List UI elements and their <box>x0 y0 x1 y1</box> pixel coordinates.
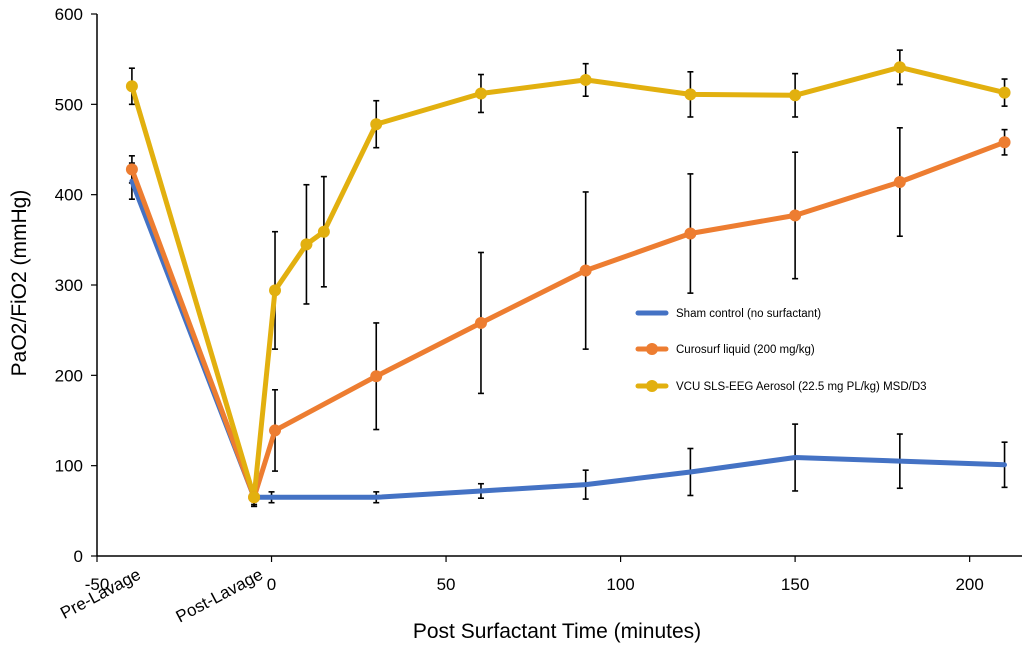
data-point <box>893 61 906 74</box>
series-line <box>129 178 1007 500</box>
category-label: Pre-Lavage <box>57 565 144 623</box>
data-point <box>125 80 138 93</box>
data-point <box>893 176 906 189</box>
series-line <box>129 64 1007 500</box>
data-point <box>370 370 383 383</box>
data-point <box>474 87 487 100</box>
y-tick-label: 300 <box>55 276 83 295</box>
data-point <box>370 118 383 131</box>
legend: Sham control (no surfactant) Curosurf liq… <box>635 308 927 393</box>
category-label: Post-Lavage <box>173 565 266 627</box>
data-point <box>248 491 261 504</box>
x-tick-label: 150 <box>781 575 809 594</box>
x-tick-label: 100 <box>606 575 634 594</box>
data-point <box>269 284 282 297</box>
data-point <box>579 264 592 277</box>
x-tick-label: -50 <box>85 575 110 594</box>
legend-label: Sham control (no surfactant) <box>676 308 821 320</box>
x-tick-label: 50 <box>437 575 456 594</box>
data-point <box>300 238 313 251</box>
data-point <box>998 86 1011 99</box>
x-axis-title: Post Surfactant Time (minutes) <box>413 620 701 643</box>
x-tick-label: 0 <box>267 575 276 594</box>
y-tick-label: 500 <box>55 95 83 114</box>
y-tick-label: 0 <box>74 547 83 566</box>
legend-label: VCU SLS-EEG Aerosol (22.5 mg PL/kg) MSD/… <box>676 381 927 393</box>
data-point <box>998 136 1011 149</box>
y-axis-title: PaO2/FiO2 (mmHg) <box>8 190 31 377</box>
data-point <box>789 209 802 222</box>
legend-label: Curosurf liquid (200 mg/kg) <box>676 344 815 356</box>
data-point <box>684 88 697 101</box>
data-point <box>684 227 697 240</box>
series-line <box>129 139 1007 500</box>
series-lines <box>129 64 1007 500</box>
y-tick-label: 600 <box>55 5 83 24</box>
data-point <box>269 424 282 437</box>
data-point <box>125 163 138 176</box>
series-markers <box>125 61 1011 504</box>
data-point <box>789 89 802 102</box>
legend-marker <box>646 343 658 355</box>
y-tick-label: 200 <box>55 366 83 385</box>
y-tick-label: 400 <box>55 186 83 205</box>
y-tick-label: 100 <box>55 457 83 476</box>
data-point <box>317 225 330 238</box>
data-point <box>474 316 487 329</box>
x-tick-label: 200 <box>955 575 983 594</box>
data-point <box>579 73 592 86</box>
legend-marker <box>646 380 658 392</box>
